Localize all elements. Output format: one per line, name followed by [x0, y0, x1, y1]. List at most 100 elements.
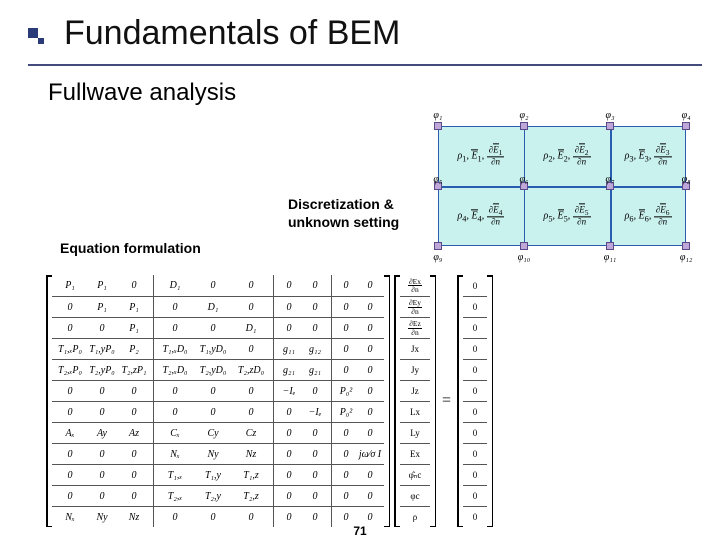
- mesh-cell-label: ρ4, E4, ∂E4∂n: [445, 205, 517, 226]
- vector-cell: 0: [463, 422, 487, 443]
- matrix-cell: Az: [118, 428, 150, 439]
- matrix-cell: T₂,ₓD₀: [156, 365, 194, 376]
- mesh-node: [606, 122, 614, 130]
- matrix-cell: Ay: [86, 428, 118, 439]
- matrix-col-separator: [153, 339, 154, 359]
- matrix-cell: 0: [276, 512, 302, 523]
- matrix-cell: Aₓ: [54, 428, 86, 439]
- matrix-cell: −Iₑ: [276, 386, 302, 397]
- matrix-col-separator: [273, 360, 274, 380]
- matrix-cell: 0: [358, 365, 382, 376]
- mesh-node: [520, 122, 528, 130]
- matrix-col-separator: [153, 402, 154, 422]
- matrix-col-separator: [331, 444, 332, 464]
- matrix-cell: 0: [302, 491, 328, 502]
- matrix-cell: 0: [232, 302, 270, 313]
- matrix-col-separator: [273, 318, 274, 338]
- matrix-cell: 0: [334, 365, 358, 376]
- mesh-node: [606, 242, 614, 250]
- matrix-cell: 0: [276, 302, 302, 313]
- matrix-row: 000T₁,ₓT₁,yT₁,z0000: [52, 464, 384, 485]
- phi-label: φ₂: [519, 110, 528, 121]
- matrix-cell: Ny: [194, 449, 232, 460]
- matrix-cell: 0: [86, 470, 118, 481]
- mesh-cell-label: ρ6, E6, ∂E6∂n: [612, 205, 684, 226]
- mesh-cell-label: ρ5, E5, ∂E5∂n: [531, 205, 603, 226]
- matrix-col-separator: [331, 275, 332, 296]
- matrix-cell: 0: [86, 386, 118, 397]
- matrix-cell: 0: [302, 302, 328, 313]
- matrix-cell: g₂₁: [276, 365, 302, 376]
- vector-cell: ∂Ez∂n: [400, 317, 430, 338]
- matrix-cell: 0: [86, 491, 118, 502]
- matrix-cell: 0: [194, 386, 232, 397]
- phi-label: φ₇: [606, 174, 615, 185]
- matrix-cell: 0: [54, 449, 86, 460]
- matrix-cell: Ny: [86, 512, 118, 523]
- vector-cell: ∂Ex∂n: [400, 275, 430, 296]
- matrix-col-separator: [153, 486, 154, 506]
- vector-cell: 0: [463, 443, 487, 464]
- mesh-node: [434, 242, 442, 250]
- matrix-cell: 0: [118, 449, 150, 460]
- matrix-cell: T₁,z: [232, 470, 270, 481]
- matrix-cell: 0: [54, 386, 86, 397]
- matrix-cell: Nz: [118, 512, 150, 523]
- vector-cell: 0: [463, 380, 487, 401]
- matrix-cell: P₀²: [334, 407, 358, 418]
- matrix-row: AₓAyAzCₓCyCz0000: [52, 422, 384, 443]
- vector-cell: 0: [463, 506, 487, 527]
- vector-cell: ∂Ey∂n: [400, 296, 430, 317]
- matrix-cell: 0: [358, 302, 382, 313]
- matrix-cell: 0: [358, 407, 382, 418]
- mesh-node: [682, 122, 690, 130]
- vector-cell: φ̂ₙc: [400, 464, 430, 485]
- matrix-cell: −Iₑ: [302, 407, 328, 418]
- vector-cell: 0: [463, 275, 487, 296]
- matrix-cell: T₁,ₓP₀: [54, 344, 86, 355]
- matrix-col-separator: [273, 381, 274, 401]
- title-underline: [28, 64, 702, 66]
- matrix-col-separator: [273, 465, 274, 485]
- matrix-cell: 0: [156, 512, 194, 523]
- matrix-col-separator: [331, 297, 332, 317]
- matrix-col-separator: [273, 423, 274, 443]
- vector-cell: 0: [463, 485, 487, 506]
- matrix-cell: 0: [358, 386, 382, 397]
- matrix-cell: 0: [334, 302, 358, 313]
- mesh-cell-label: ρ1, E1, ∂E1∂n: [445, 145, 517, 166]
- matrix-cell: 0: [302, 386, 328, 397]
- vector-cell: Jy: [400, 359, 430, 380]
- vector-cell: φc: [400, 485, 430, 506]
- matrix-cell: 0: [358, 428, 382, 439]
- matrix-col-separator: [331, 507, 332, 527]
- phi-label: φ₉: [433, 252, 442, 263]
- matrix-cell: P₀²: [334, 386, 358, 397]
- matrix-cell: 0: [276, 491, 302, 502]
- matrix-cell: T₂,yD₀: [194, 365, 232, 376]
- matrix-cell: 0: [54, 470, 86, 481]
- phi-label: φ₁₂: [680, 252, 693, 263]
- matrix-cell: P₁: [86, 280, 118, 291]
- matrix-col-separator: [331, 318, 332, 338]
- matrix-cell: T₂,zD₀: [232, 365, 270, 376]
- unknown-vector: ∂Ex∂n∂Ey∂n∂Ez∂nJxJyJzLxLyExφ̂ₙcφcρ: [400, 275, 430, 527]
- matrix-row: NₓNyNz0000000: [52, 506, 384, 527]
- matrix-cell: 0: [302, 512, 328, 523]
- matrix-row: 000T₂,ₓT₂,yT₂,z0000: [52, 485, 384, 506]
- phi-label: φ₄: [682, 110, 691, 121]
- phi-label: φ₅: [433, 174, 442, 185]
- matrix-cell: 0: [334, 449, 358, 460]
- matrix-cell: 0: [194, 323, 232, 334]
- matrix-cell: T₂,ₓP₀: [54, 365, 86, 376]
- matrix-cell: 0: [86, 407, 118, 418]
- matrix-cell: 0: [118, 407, 150, 418]
- matrix-cell: P₁: [118, 302, 150, 313]
- matrix-col-separator: [331, 423, 332, 443]
- matrix-row: 0P₁P₁0D₁00000: [52, 296, 384, 317]
- matrix-cell: T₁,yD₀: [194, 344, 232, 355]
- vector-cell: 0: [463, 359, 487, 380]
- matrix-cell: 0: [358, 280, 382, 291]
- matrix-col-separator: [331, 339, 332, 359]
- matrix-cell: 0: [302, 280, 328, 291]
